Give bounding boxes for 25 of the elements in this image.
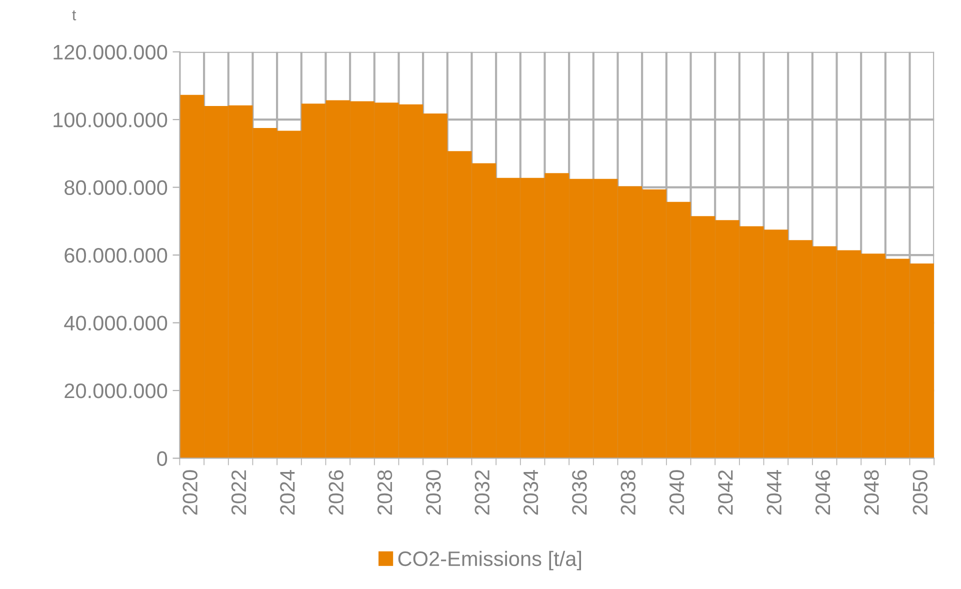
x-tick-label: 2032 bbox=[474, 470, 490, 515]
x-tick-label: 2036 bbox=[572, 470, 587, 515]
x-tick-label: 2048 bbox=[864, 470, 879, 515]
x-tick-label: 2024 bbox=[280, 470, 295, 515]
x-tick-label: 2022 bbox=[231, 470, 246, 515]
legend-label: CO2-Emissions [t/a] bbox=[398, 550, 582, 570]
y-tick-label: 40.000.000 bbox=[64, 316, 168, 331]
y-axis-title: t bbox=[72, 10, 76, 20]
x-tick-label: 2038 bbox=[620, 470, 636, 515]
x-tick-label: 2040 bbox=[669, 470, 684, 515]
x-tick-label: 2030 bbox=[426, 470, 441, 515]
y-tick-label: 60.000.000 bbox=[64, 248, 168, 263]
x-tick-label: 2042 bbox=[718, 470, 733, 515]
y-tick-label: 100.000.000 bbox=[54, 112, 168, 128]
y-tick-label: 120.000.000 bbox=[54, 44, 168, 60]
y-tick-label: 80.000.000 bbox=[64, 180, 168, 196]
x-tick-label: 2044 bbox=[766, 470, 782, 515]
y-tick-label: 20.000.000 bbox=[64, 384, 168, 398]
x-tick-label: 2020 bbox=[182, 470, 198, 515]
x-tick-label: 2028 bbox=[377, 470, 392, 515]
x-tick-label: 2046 bbox=[815, 470, 830, 515]
x-tick-label: 2034 bbox=[523, 470, 538, 515]
x-tick-label: 2026 bbox=[328, 470, 344, 515]
x-tick-label: 2050 bbox=[912, 470, 928, 515]
y-tick-label: 0 bbox=[157, 451, 168, 466]
